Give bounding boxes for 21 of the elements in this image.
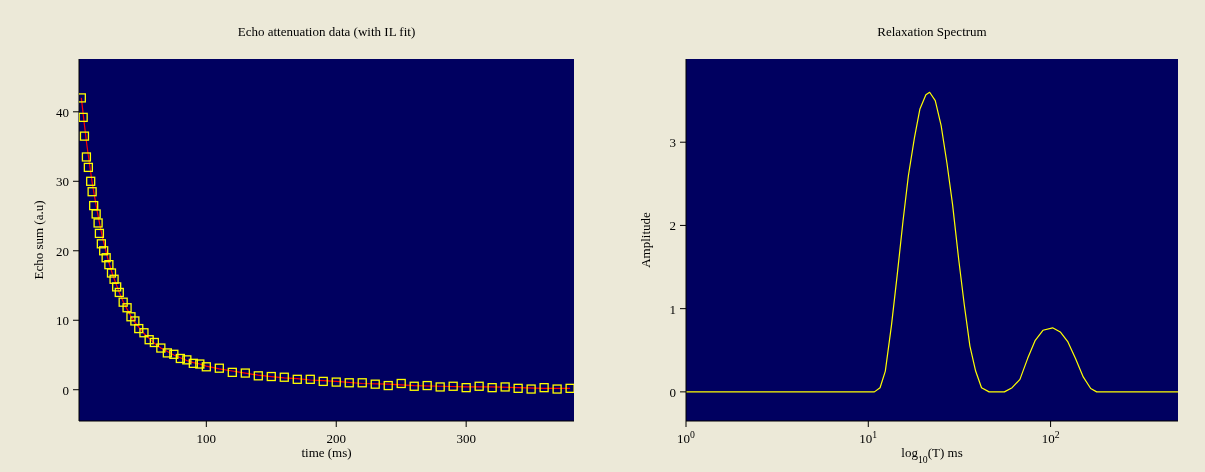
y-tick-label: 0 bbox=[62, 382, 69, 398]
y-axis-title: Amplitude bbox=[638, 211, 653, 268]
x-tick-label: 300 bbox=[456, 431, 476, 446]
x-tick-label: 200 bbox=[326, 431, 346, 446]
y-tick-label: 2 bbox=[669, 218, 676, 234]
y-tick-label: 30 bbox=[56, 174, 69, 190]
x-tick-label: 10$^{1}$ bbox=[859, 428, 878, 446]
y-tick-label: 1 bbox=[669, 301, 676, 317]
x-tick-label: 100 bbox=[196, 431, 217, 446]
x-tick-label: 10$^{0}$ bbox=[677, 428, 696, 446]
x-axis-title: log$_{10}$(T) ms bbox=[901, 445, 963, 465]
y-tick-label: 0 bbox=[669, 384, 676, 400]
y-axis-title: Echo sum (a.u) bbox=[31, 200, 46, 280]
chart-title: Echo attenuation data (with IL fit) bbox=[236, 24, 417, 40]
x-tick-label: 10$^{2}$ bbox=[1041, 428, 1060, 446]
chart-title: Relaxation Spectrum bbox=[876, 24, 988, 40]
x-axis-title: time (ms) bbox=[301, 445, 352, 460]
y-tick-label: 10 bbox=[56, 313, 69, 329]
y-tick-label: 3 bbox=[669, 135, 676, 151]
y-tick-label: 40 bbox=[56, 104, 69, 120]
y-tick-label: 20 bbox=[56, 243, 69, 259]
